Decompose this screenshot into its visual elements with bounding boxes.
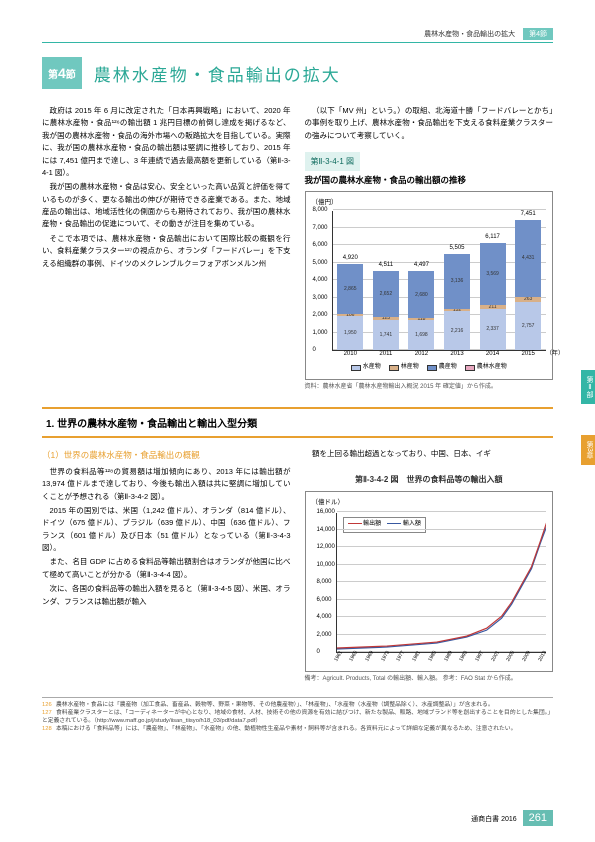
legend-item: 農林水産物 <box>465 363 507 373</box>
fig2-label: 第Ⅱ-3-4-2 図 世界の食料品等の輸出入額 <box>349 470 509 489</box>
bar-segment: 2,757 <box>515 302 541 350</box>
legend-item: 農産物 <box>427 363 457 373</box>
xtick: 1989 <box>442 654 452 663</box>
bar-segment: 1,950 <box>337 316 363 350</box>
footnote: 126農林水産物・食品には「農産物（加工食品、畜産品、穀物等、野菜・果物等、その… <box>42 702 553 710</box>
bar-segment: 1,698 <box>408 320 434 350</box>
bar-xlabel: 2015 <box>515 350 541 360</box>
bar-group: 1,7411232,6524,5112011 <box>373 271 399 350</box>
xtick: 1981 <box>411 654 421 663</box>
line-chart-area: 輸出額 輸入額 02,0004,0006,0008,00010,00012,00… <box>336 513 547 653</box>
fig1-legend: 水産物林産物農産物農林水産物 <box>312 363 547 373</box>
bar-xlabel: 2010 <box>337 350 363 360</box>
legend-item: 林産物 <box>389 363 419 373</box>
bar-segment: 3,569 <box>480 243 506 305</box>
subsection-right: 額を上回る輸出超過となっており、中国、日本、イギ 第Ⅱ-3-4-2 図 世界の食… <box>305 448 554 685</box>
xtick: 1965 <box>348 654 358 663</box>
bar-segment: 1,741 <box>373 320 399 350</box>
header-breadcrumb: 農林水産物・食品輸出の拡大 第4節 <box>42 28 553 43</box>
bar-segment: 2,337 <box>480 309 506 350</box>
bar-chart-area: 01,0002,0003,0004,0005,0006,0007,0008,00… <box>332 211 547 351</box>
book-name: 通商白書 2016 <box>471 816 517 823</box>
xtick: 1985 <box>426 654 436 663</box>
xtick: 2013 <box>536 654 546 663</box>
footnotes: 126農林水産物・食品には「農産物（加工食品、畜産品、穀物等、野菜・果物等、その… <box>42 697 553 733</box>
section-title: 農林水産物・食品輸出の拡大 <box>94 61 341 86</box>
bar-group: 2,7572634,4317,4512015 <box>515 220 541 350</box>
sub-para: 2015 年の国別では、米国（1,242 億ドル）、オランダ（814 億ドル）、… <box>42 505 291 555</box>
xtick: 1977 <box>395 654 405 663</box>
page-number: 261 <box>523 810 553 826</box>
body-right-col: （以下「MV 州」という。）の取組、北海道十勝「フードバレーとかち」の事例を取り… <box>305 105 554 393</box>
fig1-title: 我が国の農林水産物・食品の輸出額の推移 <box>305 173 554 187</box>
bar-xlabel: 2011 <box>373 350 399 360</box>
xtick: 1993 <box>458 654 468 663</box>
fig2-ylabel: （億ドル） <box>312 498 547 509</box>
bar-segment: 3,136 <box>444 254 470 309</box>
xtick: 2005 <box>505 654 515 663</box>
xtick: 2009 <box>521 654 531 663</box>
xtick: 1973 <box>379 654 389 663</box>
bar-xlabel: 2014 <box>480 350 506 360</box>
body-para: 政府は 2015 年 6 月に改定された「日本再興戦略」において、2020 年に… <box>42 105 291 179</box>
footnote: 128本稿における「食料品等」には、「農産物」、「林産物」、「水産物」の他、動植… <box>42 726 553 734</box>
fig1-source: 資料：農林水産省「農林水産物輸出入概況 2015 年 確定値」から作成。 <box>305 383 554 393</box>
bar-total: 4,511 <box>373 261 399 271</box>
fig1-label: 第Ⅱ-3-4-1 図 <box>305 152 361 171</box>
bar-segment: 4,431 <box>515 220 541 298</box>
sub-para: 世界の食料品等¹²⁸の貿易額は増加傾向にあり、2013 年には輸出額が 13,9… <box>42 466 291 503</box>
sub-right-para: 額を上回る輸出超過となっており、中国、日本、イギ <box>305 448 554 460</box>
bar-total: 4,497 <box>408 261 434 271</box>
bar-total: 7,451 <box>515 210 541 220</box>
bar-xlabel: 2013 <box>444 350 470 360</box>
bar-group: 2,3372113,5696,1172014 <box>480 243 506 350</box>
subsection-left: （1）世界の農林水産物・食品輸出の概観 世界の食料品等¹²⁸の貿易額は増加傾向に… <box>42 448 291 685</box>
section-title-row: 第4節 農林水産物・食品輸出の拡大 <box>42 57 553 89</box>
bar-total: 5,505 <box>444 244 470 254</box>
xtick: 2001 <box>489 654 499 663</box>
body-left-col: 政府は 2015 年 6 月に改定された「日本再興戦略」において、2020 年に… <box>42 105 291 393</box>
sub-para: 次に、各国の食料品等の輸出入額を見ると（第Ⅱ-3-4-5 図）、米国、オランダ、… <box>42 583 291 608</box>
section-badge: 第4節 <box>42 57 82 89</box>
fig2-xticks: 1961196519691973197719811985198919931997… <box>336 657 547 665</box>
footnote: 127食料産業クラスターとは、「コーディネーターが中心となり、地域の食材、人材、… <box>42 710 553 726</box>
page-footer: 通商白書 2016 261 <box>471 812 553 824</box>
subsection-bar: 1. 世界の農林水産物・食品輸出と輸出入型分類 <box>42 407 553 438</box>
xtick: 1969 <box>363 654 373 663</box>
legend-item: 水産物 <box>351 363 381 373</box>
bar-segment: 2,216 <box>444 311 470 350</box>
bar-group: 1,9501062,8654,9202010 <box>337 264 363 350</box>
bar-segment: 2,652 <box>373 271 399 317</box>
fig1-chart: （億円） 01,0002,0003,0004,0005,0006,0007,00… <box>305 191 554 380</box>
bar-group: 2,2161523,1365,5052013 <box>444 254 470 350</box>
xtick: 1961 <box>332 654 342 663</box>
bar-segment: 2,865 <box>337 264 363 314</box>
bar-total: 6,117 <box>480 233 506 243</box>
sub-para: また、名目 GDP に占める食料品等輸出額割合はオランダが他国に比べて極めて高い… <box>42 556 291 581</box>
gridline: 8,000 <box>333 209 547 210</box>
gridline: 16,000 <box>337 511 547 512</box>
fig1-ylabel: （億円） <box>312 198 547 209</box>
fig2-source: 備考：Agricult. Products, Total の輸出額、輸入額。 参… <box>305 675 554 685</box>
side-tab-part: 第Ⅱ部 <box>581 370 595 404</box>
xtick: 1997 <box>473 654 483 663</box>
sub-heading: （1）世界の農林水産物・食品輸出の概観 <box>42 448 291 462</box>
fig2-chart: （億ドル） 輸出額 輸入額 02,0004,0006,0008,00010,00… <box>305 491 554 672</box>
bar-segment: 2,680 <box>408 271 434 318</box>
chapter-badge: 第4節 <box>523 28 553 40</box>
bar-group: 1,6981182,6804,4972012 <box>408 271 434 350</box>
body-right-para: （以下「MV 州」という。）の取組、北海道十勝「フードバレーとかち」の事例を取り… <box>305 105 554 142</box>
side-tab-chap: 第3章 <box>581 435 595 465</box>
bar-xlabel: 2012 <box>408 350 434 360</box>
body-para: 我が国の農林水産物・食品は安心、安全といった高い品質と評価を得ているものが多く、… <box>42 181 291 231</box>
body-para: そこで本項では、農林水産物・食品輸出において国際比較の概観を行い、食料産業クラス… <box>42 233 291 270</box>
bar-total: 4,920 <box>337 254 363 264</box>
